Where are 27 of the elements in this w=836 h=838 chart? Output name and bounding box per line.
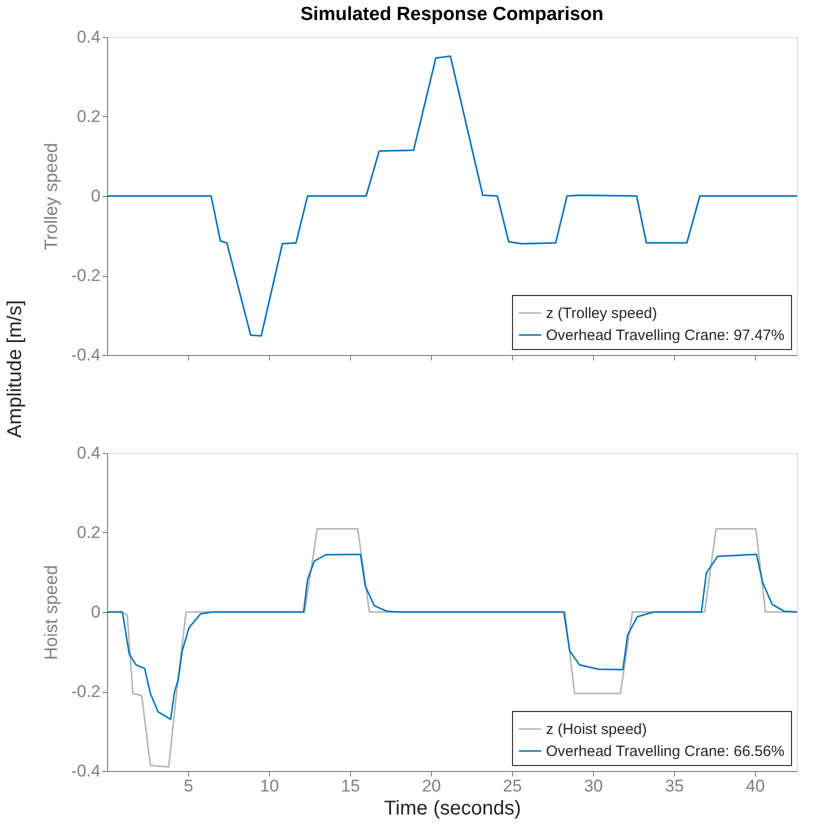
- y-axis-title: Hoist speed: [41, 564, 62, 660]
- y-tick-label: 0.2: [76, 523, 100, 542]
- legend-label: Overhead Travelling Crane: 97.47%: [546, 327, 784, 344]
- x-tick-label: 15: [340, 776, 360, 796]
- y-tick-label: -0.2: [71, 682, 100, 701]
- y-tick-label: 0: [91, 186, 100, 206]
- chart-title: Simulated Response Comparison: [300, 4, 604, 25]
- x-tick-label: 35: [664, 776, 684, 796]
- x-tick-label: 10: [260, 776, 279, 796]
- y-tick-label: 0.4: [76, 28, 100, 46]
- x-axis-title: Time (seconds): [384, 798, 522, 820]
- y-tick-label: 0: [91, 602, 100, 622]
- legend-label: z (Trolley speed): [546, 305, 658, 322]
- y-tick-label: -0.2: [71, 266, 100, 285]
- legend-label: z (Hoist speed): [546, 721, 647, 738]
- x-tick-label: 40: [746, 776, 765, 796]
- legend-label: Overhead Travelling Crane: 66.56%: [546, 743, 784, 760]
- y-tick-label: 0.4: [76, 444, 100, 462]
- y-tick-label: -0.4: [71, 346, 100, 364]
- y-tick-label: -0.4: [71, 762, 100, 780]
- y-tick-label: 0.2: [76, 107, 100, 126]
- x-tick-label: 25: [502, 776, 522, 796]
- x-tick-label: 20: [422, 776, 441, 796]
- x-tick-label: 5: [184, 776, 194, 796]
- y-axis-title: Trolley speed: [41, 142, 62, 250]
- x-tick-label: 30: [584, 776, 603, 796]
- text: Amplitude [m/s]: [4, 300, 26, 438]
